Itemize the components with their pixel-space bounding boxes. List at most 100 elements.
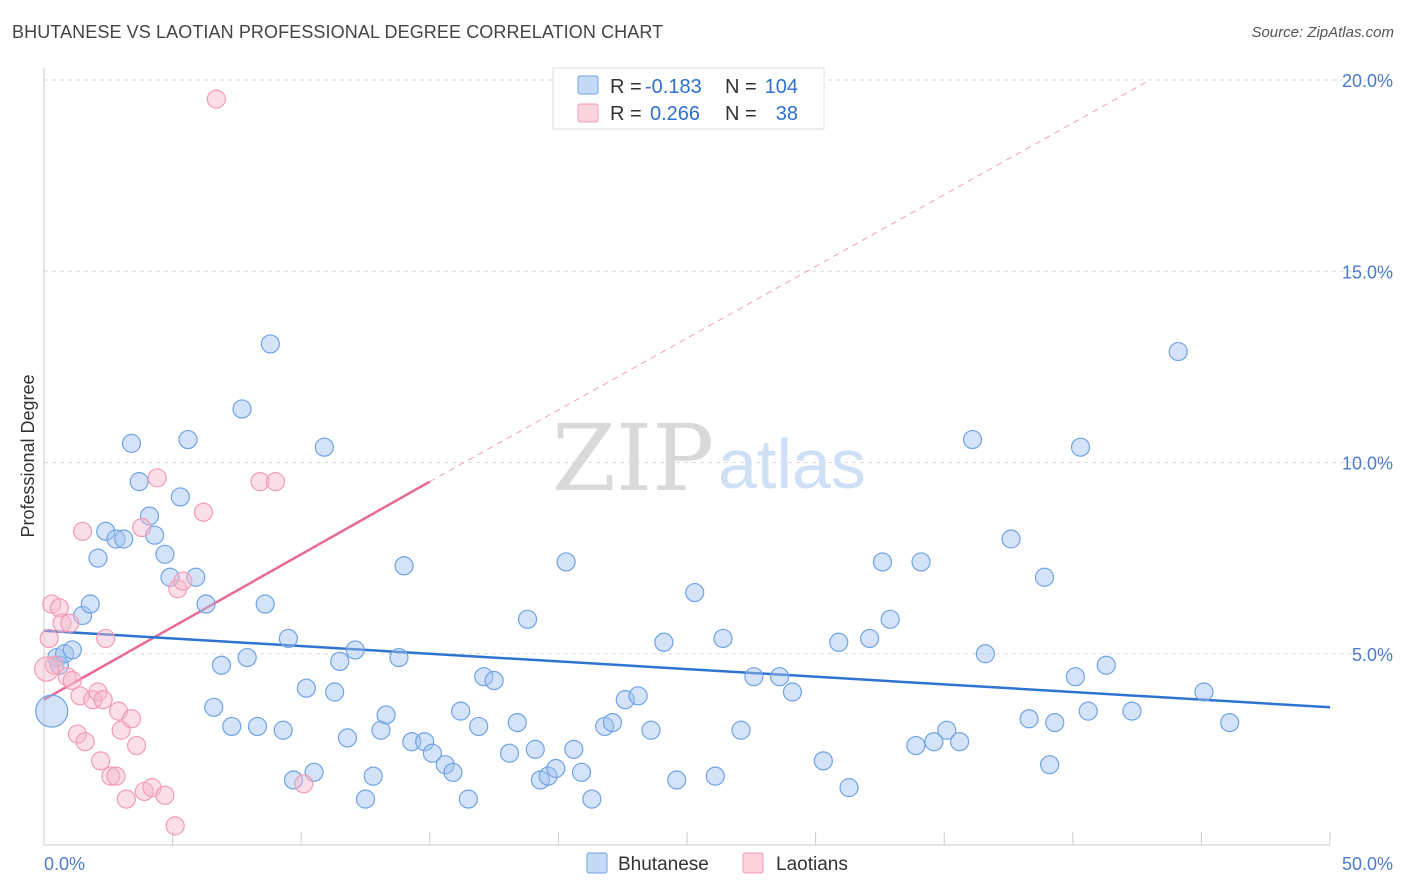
bhutanese-point <box>1019 709 1039 729</box>
bhutanese-point <box>363 766 383 786</box>
laotians-trend-line <box>43 480 431 701</box>
bhutanese-point <box>872 552 893 572</box>
bhutanese-point <box>273 720 293 740</box>
legend-r-label-2: R = <box>610 103 642 125</box>
bhutanese-point <box>571 762 592 782</box>
bhutanese-point <box>260 334 280 354</box>
bhutanese-point <box>538 766 558 786</box>
legend-r-value-1: -0.183 <box>645 76 702 98</box>
trend-lines <box>43 79 1331 709</box>
bhutanese-point <box>96 521 116 541</box>
bhutanese-point <box>1122 701 1142 721</box>
legend-n-value-2: 38 <box>776 103 798 125</box>
bhutanese-point <box>829 632 849 652</box>
laotians-point <box>70 686 90 706</box>
bottom-legend-swatch-laotians <box>742 852 764 874</box>
bhutanese-point <box>1034 567 1055 587</box>
y-tick-labels: 5.0% 10.0% 15.0% 20.0% <box>1342 71 1393 665</box>
laotians-point <box>67 724 88 744</box>
bhutanese-point <box>731 720 751 740</box>
bhutanese-point <box>88 548 108 568</box>
bhutanese-point <box>178 429 198 450</box>
bhutanese-point <box>628 686 648 706</box>
legend-n-value-1: 104 <box>765 76 798 98</box>
bhutanese-point <box>1045 712 1065 733</box>
laotians-points <box>33 89 314 836</box>
bhutanese-point <box>170 487 190 507</box>
laotians-point <box>106 766 126 786</box>
chart-title: BHUTANESE VS LAOTIAN PROFESSIONAL DEGREE… <box>12 22 664 42</box>
bhutanese-point <box>415 732 435 752</box>
laotians-point <box>57 667 77 687</box>
bhutanese-point <box>345 640 365 660</box>
bhutanese-point <box>782 682 803 702</box>
laotians-point <box>52 613 72 633</box>
bhutanese-point <box>389 647 409 668</box>
bhutanese-point <box>204 697 224 717</box>
bhutanese-point <box>499 743 520 763</box>
bhutanese-point <box>247 716 268 737</box>
bhutanese-point <box>1168 341 1188 362</box>
laotians-point <box>60 613 80 633</box>
legend-n-label-1: N = <box>725 76 757 98</box>
bhutanese-point <box>839 778 859 798</box>
bhutanese-point <box>222 716 242 737</box>
bhutanese-point <box>376 705 396 725</box>
bottom-legend-swatch-bhutanese <box>586 852 608 874</box>
bhutanese-point <box>582 789 602 809</box>
bhutanese-point <box>232 399 252 419</box>
x-tick-marks <box>43 832 1331 845</box>
bhutanese-trend-line <box>43 629 1331 709</box>
laotians-point <box>126 735 147 756</box>
laotians-point <box>165 816 185 836</box>
bhutanese-point <box>1096 655 1116 675</box>
bhutanese-point <box>641 720 661 740</box>
legend-box: R = -0.183 N = 104 R = 0.266 N = 38 <box>552 67 825 130</box>
bottom-legend-label-laotians: Laotians <box>776 854 848 875</box>
laotians-trend-extension <box>429 79 1151 483</box>
y-tick-label: 5.0% <box>1352 645 1393 665</box>
bhutanese-point <box>1070 437 1091 457</box>
grid-lines <box>44 79 1393 655</box>
bhutanese-point <box>296 678 316 698</box>
bhutanese-point <box>443 762 463 782</box>
bhutanese-point <box>556 552 576 572</box>
bhutanese-point <box>139 506 160 526</box>
bhutanese-point <box>458 789 478 809</box>
laotians-point <box>72 521 93 541</box>
laotians-point <box>93 690 113 710</box>
watermark-atlas: atlas <box>718 425 866 503</box>
x-tick-label-min: 0.0% <box>44 854 85 874</box>
bhutanese-point <box>654 632 674 652</box>
legend-n-label-2: N = <box>725 103 757 125</box>
bhutanese-point <box>255 594 275 614</box>
laotians-point <box>132 517 152 538</box>
bhutanese-point <box>278 628 298 649</box>
legend-r-label-1: R = <box>610 76 642 98</box>
bhutanese-point <box>950 732 970 752</box>
bhutanese-point <box>355 789 376 809</box>
bhutanese-point <box>667 770 687 790</box>
bhutanese-point <box>769 667 790 687</box>
bhutanese-point <box>564 739 584 759</box>
bhutanese-point <box>1001 529 1021 549</box>
bhutanese-point <box>160 567 180 587</box>
bhutanese-point <box>507 712 527 733</box>
bhutanese-point <box>924 732 944 752</box>
bhutanese-point <box>283 770 304 790</box>
laotians-point <box>121 709 142 729</box>
bhutanese-point <box>394 556 414 576</box>
laotians-point <box>116 789 136 809</box>
bhutanese-point <box>129 472 149 492</box>
laotians-point <box>173 571 193 591</box>
laotians-point <box>96 628 116 649</box>
laotians-point <box>39 628 59 649</box>
bhutanese-point <box>196 594 216 614</box>
legend-r-value-2: 0.266 <box>650 103 700 125</box>
bhutanese-point <box>237 647 257 668</box>
bhutanese-point <box>713 628 733 649</box>
bhutanese-point <box>422 743 442 763</box>
laotians-point <box>49 598 70 618</box>
laotians-point <box>265 472 286 492</box>
